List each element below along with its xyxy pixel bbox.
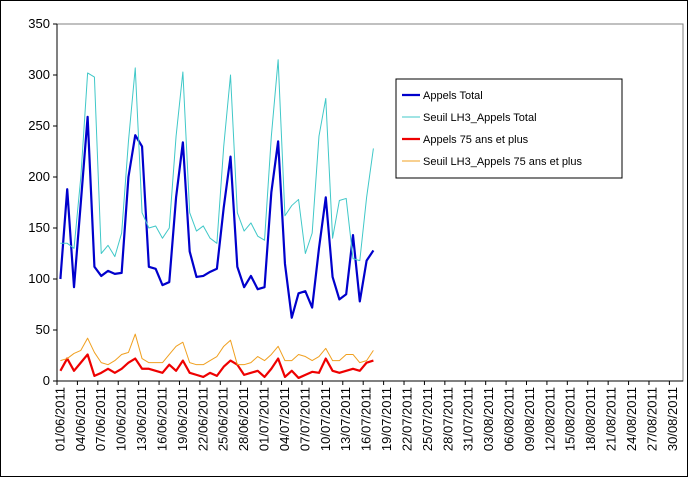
legend-label: Appels 75 ans et plus	[423, 134, 529, 146]
series-line	[60, 59, 374, 262]
y-tick-label: 100	[28, 271, 50, 286]
legend-label: Seuil LH3_Appels 75 ans et plus	[423, 156, 582, 168]
x-tick-label: 24/08/2011	[624, 387, 639, 451]
x-tick-label: 16/06/2011	[154, 387, 169, 451]
x-tick-label: 25/07/2011	[420, 387, 435, 451]
y-tick-label: 200	[28, 169, 50, 184]
x-tick-label: 09/08/2011	[522, 387, 537, 451]
x-tick-label: 16/07/2011	[359, 387, 374, 451]
x-tick-label: 27/08/2011	[644, 387, 659, 451]
x-tick-label: 22/07/2011	[399, 387, 414, 451]
x-tick-label: 25/06/2011	[216, 387, 231, 451]
x-tick-label: 12/08/2011	[542, 387, 557, 451]
y-tick-label: 250	[28, 118, 50, 133]
x-tick-label: 07/06/2011	[93, 387, 108, 451]
x-tick-label: 03/08/2011	[481, 387, 496, 451]
x-tick-label: 13/07/2011	[338, 387, 353, 451]
legend: Appels Total Seuil LH3_Appels Total Appels…	[395, 78, 623, 179]
x-tick-label: 10/06/2011	[114, 387, 129, 451]
legend-label: Appels Total	[423, 90, 483, 102]
x-tick-label: 28/07/2011	[440, 387, 455, 451]
x-tick-label: 28/06/2011	[236, 387, 251, 451]
x-tick-label: 10/07/2011	[318, 387, 333, 451]
x-tick-label: 19/06/2011	[175, 387, 190, 451]
x-tick-label: 04/06/2011	[73, 387, 88, 451]
x-tick-label: 01/06/2011	[52, 387, 67, 451]
x-tick-label: 15/08/2011	[563, 387, 578, 451]
series-line	[60, 333, 374, 366]
x-tick-label: 22/06/2011	[195, 387, 210, 451]
x-tick-label: 30/08/2011	[665, 387, 680, 451]
legend-box	[395, 78, 623, 179]
x-tick-label: 18/08/2011	[583, 387, 598, 451]
x-tick-label: 04/07/2011	[277, 387, 292, 451]
series-line	[59, 353, 374, 380]
y-tick-label: 150	[28, 220, 50, 235]
x-tick-label: 13/06/2011	[134, 387, 149, 451]
x-tick-label: 31/07/2011	[461, 387, 476, 451]
x-tick-label: 07/07/2011	[297, 387, 312, 451]
y-tick-label: 0	[43, 373, 50, 388]
series-line	[59, 115, 375, 319]
x-tick-label: 06/08/2011	[501, 387, 516, 451]
y-tick-label: 300	[28, 67, 50, 82]
x-tick-label: 01/07/2011	[257, 387, 272, 451]
x-tick-label: 21/08/2011	[604, 387, 619, 451]
x-tick-label: 19/07/2011	[379, 387, 394, 451]
y-tick-label: 350	[28, 16, 50, 31]
y-tick-label: 50	[36, 322, 50, 337]
legend-label: Seuil LH3_Appels Total	[423, 112, 537, 124]
